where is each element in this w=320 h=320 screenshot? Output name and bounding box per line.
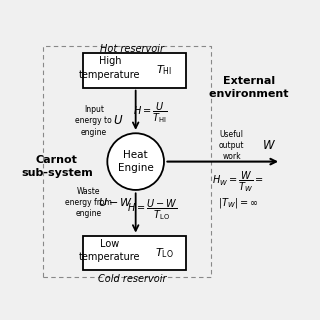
Text: $U - W$: $U - W$ [98,196,133,208]
Text: External
environme​nt: External environme​nt [209,76,289,99]
Text: Hot reservoir: Hot reservoir [100,44,164,54]
Text: $W$: $W$ [262,139,276,152]
Text: Input
energy to
engine: Input energy to engine [76,105,112,137]
Text: Engine: Engine [118,164,154,173]
Bar [83,53,186,88]
Text: $H_W = \dfrac{W}{T_W} =$: $H_W = \dfrac{W}{T_W} =$ [212,169,264,194]
Text: Heat: Heat [123,150,148,160]
Text: $H = \dfrac{U-W}{T_{\rm LO}}$: $H = \dfrac{U-W}{T_{\rm LO}}$ [126,197,177,222]
Text: Carnot
sub-system: Carnot sub-system [21,155,93,178]
Text: High
temperature: High temperature [79,56,140,80]
Text: Waste
energy from
engine: Waste energy from engine [65,187,112,218]
Text: $H = \dfrac{U}{T_{\rm HI}}$: $H = \dfrac{U}{T_{\rm HI}}$ [133,100,168,125]
Circle shape [107,133,164,190]
Text: Low
temperature: Low temperature [79,239,140,262]
Text: $U$: $U$ [113,115,124,127]
Text: Useful
output
work: Useful output work [219,130,244,161]
Text: $T_{\rm HI}$: $T_{\rm HI}$ [156,64,172,77]
Text: $|T_W| = \infty$: $|T_W| = \infty$ [218,196,258,211]
Text: $T_{\rm LO}$: $T_{\rm LO}$ [155,246,173,260]
Text: Cold reservoir: Cold reservoir [98,274,166,284]
Bar [83,236,186,270]
